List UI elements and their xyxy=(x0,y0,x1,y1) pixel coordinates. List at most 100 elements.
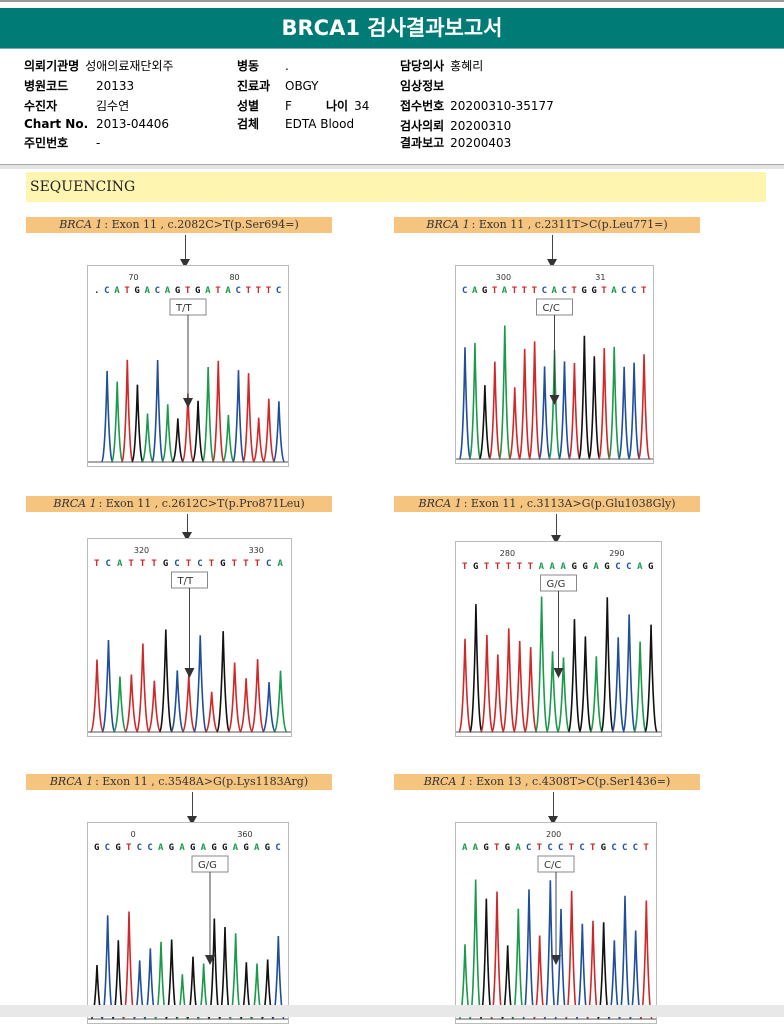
base-call: C xyxy=(155,286,160,296)
position-tick: 300 xyxy=(496,273,511,282)
trace-peak xyxy=(124,674,139,733)
base-call: A xyxy=(233,843,239,853)
base-call: G xyxy=(601,843,606,853)
arrow-line xyxy=(185,235,186,261)
trace-peak xyxy=(534,596,549,733)
trace-peak xyxy=(171,418,185,463)
chromatogram: 320 330 T C A T T T G C T C T G T T T C A T/T xyxy=(87,538,292,737)
base-call: T xyxy=(186,559,192,569)
info-sex: 성별 F xyxy=(237,99,292,113)
base-call: A xyxy=(462,843,468,853)
base-call: G xyxy=(195,286,200,296)
base-call: T xyxy=(506,562,512,572)
base-call: G xyxy=(163,559,168,569)
base-call: A xyxy=(179,843,185,853)
arrow-line xyxy=(192,792,193,818)
base-call: T xyxy=(484,562,490,572)
variant-label: BRCA 1: Exon 13 , c.4308T>C(p.Ser1436=) xyxy=(394,774,700,790)
base-call: A xyxy=(201,843,207,853)
base-call: A xyxy=(593,562,599,572)
trace-peak xyxy=(639,900,653,1020)
info-clinical: 임상정보 xyxy=(400,79,445,93)
base-call: G xyxy=(591,286,596,296)
info-receipt-no: 접수번호 20200310-35177 xyxy=(400,99,554,113)
trace-peak xyxy=(181,675,196,733)
base-call: G xyxy=(94,843,99,853)
trace-peak xyxy=(611,637,626,733)
base-call: C xyxy=(275,843,280,853)
base-call: C xyxy=(626,562,631,572)
divider xyxy=(0,165,784,169)
trace-peak xyxy=(478,385,492,460)
base-call: C xyxy=(631,286,636,296)
base-call: T xyxy=(94,559,100,569)
patient-info: 의뢰기관명 성애의료재단외주 병원코드 20133 수진자 김수연 Chart No.… xyxy=(0,52,784,165)
trace-peak xyxy=(201,366,215,463)
info-report-date: 결과보고 20200403 xyxy=(400,136,512,150)
trace-peak xyxy=(565,890,579,1020)
trace-peak xyxy=(100,370,114,463)
trace-peak xyxy=(508,387,522,460)
chromatogram: 300 31 C A G T A T T T C A C T G G T A C C T C/C xyxy=(455,265,654,464)
trace-peak xyxy=(112,676,128,733)
base-call: A xyxy=(145,286,151,296)
trace-peak xyxy=(120,359,134,463)
arrow-down-icon xyxy=(551,955,561,965)
base-call: T xyxy=(126,843,132,853)
trace-peak xyxy=(543,880,557,1020)
base-call: T xyxy=(246,286,252,296)
trace-peak xyxy=(637,354,651,460)
arrow-line xyxy=(555,514,557,537)
trace-peak xyxy=(568,362,581,460)
base-call: T xyxy=(209,559,215,569)
base-call: A xyxy=(502,286,508,296)
base-call: T xyxy=(243,559,249,569)
trace-peak xyxy=(469,604,483,733)
base-call: A xyxy=(114,286,120,296)
trace-peak xyxy=(618,895,632,1020)
base-call: T xyxy=(232,559,238,569)
trace-peak xyxy=(597,348,611,460)
trace-peak xyxy=(528,341,541,460)
trace-peak xyxy=(101,639,116,733)
base-call: G xyxy=(473,562,478,572)
base-call: G xyxy=(190,843,195,853)
base-call: G xyxy=(211,843,216,853)
trace-peak xyxy=(468,342,482,460)
trace-peak xyxy=(101,915,115,1020)
base-call: T xyxy=(569,843,575,853)
trace-peak xyxy=(469,879,483,1020)
base-call: A xyxy=(561,562,567,572)
base-call: C xyxy=(621,286,626,296)
base-call: C xyxy=(137,843,142,853)
position-tick: 320 xyxy=(134,546,149,555)
trace-peak xyxy=(498,325,512,460)
trace-peak xyxy=(227,662,242,733)
position-tick: 290 xyxy=(609,549,624,558)
info-institution: 의뢰기관명 성애의료재단외주 xyxy=(24,59,174,73)
info-patient: 수진자 김수연 xyxy=(24,99,130,113)
trace-peak xyxy=(458,638,472,733)
trace-peak xyxy=(558,361,571,460)
base-call: G xyxy=(648,562,653,572)
base-call: C xyxy=(276,286,281,296)
base-call: G xyxy=(169,843,174,853)
genotype-label: T/T xyxy=(177,576,194,587)
page-title: BRCA1 검사결과보고서 xyxy=(0,8,784,49)
trace-peak xyxy=(622,614,636,733)
base-call: T xyxy=(590,843,596,853)
base-call: C xyxy=(105,843,110,853)
base-call: G xyxy=(222,843,227,853)
trace-peak xyxy=(89,659,105,733)
arrow-line xyxy=(553,792,554,818)
info-resident-no: 주민번호 - xyxy=(24,136,101,150)
top-border xyxy=(0,0,784,2)
trace-peak xyxy=(491,654,505,733)
trace-peak xyxy=(578,335,591,460)
base-call: C xyxy=(526,843,531,853)
trace-peak xyxy=(554,908,568,1020)
arrow-line xyxy=(551,235,553,261)
trace-peak xyxy=(191,400,205,463)
base-call: G xyxy=(505,843,510,853)
base-call: T xyxy=(517,562,523,572)
